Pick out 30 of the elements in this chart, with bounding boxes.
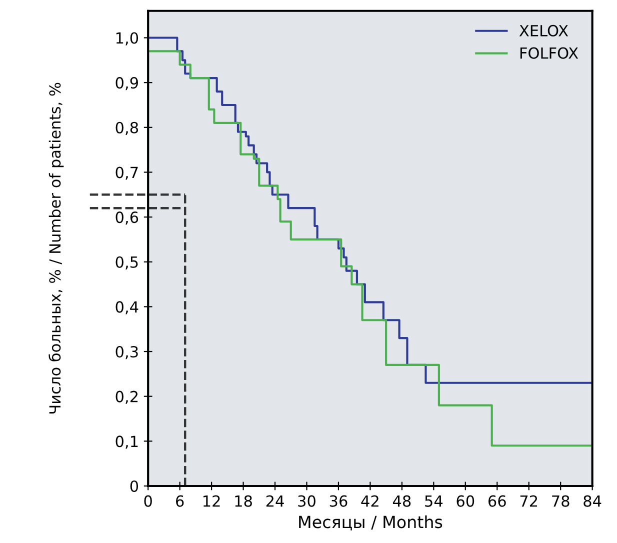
y-tick-label: 0,8 (116, 122, 138, 135)
y-tick-label: 0,9 (116, 77, 138, 90)
y-tick-label: 0,5 (116, 256, 138, 270)
x-tick-label: 6 (176, 495, 184, 507)
y-tick-label: 0 (130, 480, 138, 492)
y-tick-label: 0,6 (116, 212, 138, 225)
x-tick-label: 60 (456, 495, 474, 507)
y-tick-label: 0,3 (116, 346, 138, 360)
x-tick-label: 54 (425, 495, 443, 507)
x-tick-label: 84 (584, 495, 602, 507)
x-tick-label: 18 (235, 495, 252, 507)
y-tick-label: 0,7 (116, 166, 138, 180)
y-tick-label: 0,2 (116, 390, 138, 404)
y-tick-label: 0,1 (116, 436, 138, 449)
x-tick-label: 24 (266, 495, 284, 507)
x-axis-title: Месяцы / Months (299, 515, 442, 530)
x-tick-label: 12 (204, 495, 220, 507)
x-tick-label: 66 (488, 495, 506, 507)
y-axis-title: Число больных, % / Number of patients, % (48, 82, 64, 414)
x-tick-label: 30 (298, 495, 316, 507)
x-tick-label: 0 (144, 495, 152, 507)
x-tick-label: 36 (330, 495, 348, 507)
x-tick-label: 42 (361, 495, 378, 507)
legend-label: FOLFOX (520, 47, 578, 59)
legend-label: XELOX (519, 24, 568, 36)
x-tick-label: 72 (520, 495, 538, 507)
y-tick-label: 1,0 (116, 32, 138, 46)
y-tick-label: 0,4 (116, 301, 138, 314)
x-tick-label: 78 (552, 495, 570, 507)
x-tick-label: 48 (392, 495, 411, 507)
